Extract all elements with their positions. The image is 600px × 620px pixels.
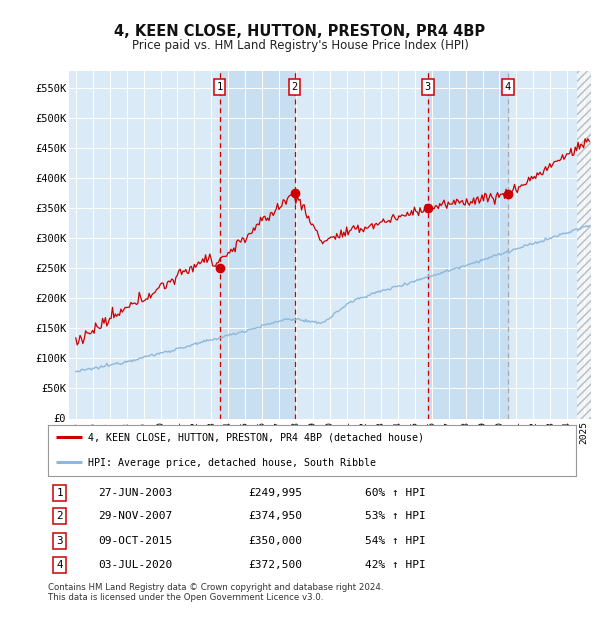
Text: 4: 4 [505,82,511,92]
Text: 1: 1 [217,82,223,92]
Text: 2: 2 [56,512,63,521]
Bar [577,71,591,419]
Bar [577,71,591,419]
Text: 60% ↑ HPI: 60% ↑ HPI [365,488,425,498]
Bar [428,71,508,419]
Text: 03-JUL-2020: 03-JUL-2020 [98,560,172,570]
Text: 27-JUN-2003: 27-JUN-2003 [98,488,172,498]
Text: 54% ↑ HPI: 54% ↑ HPI [365,536,425,546]
Text: 09-OCT-2015: 09-OCT-2015 [98,536,172,546]
Text: 3: 3 [56,536,63,546]
Text: 3: 3 [425,82,431,92]
Text: £372,500: £372,500 [248,560,302,570]
Text: 29-NOV-2007: 29-NOV-2007 [98,512,172,521]
Bar [220,71,295,419]
Text: 53% ↑ HPI: 53% ↑ HPI [365,512,425,521]
Text: Contains HM Land Registry data © Crown copyright and database right 2024.
This d: Contains HM Land Registry data © Crown c… [48,583,383,602]
Text: £374,950: £374,950 [248,512,302,521]
Text: Price paid vs. HM Land Registry's House Price Index (HPI): Price paid vs. HM Land Registry's House … [131,39,469,52]
Text: 4, KEEN CLOSE, HUTTON, PRESTON, PR4 4BP: 4, KEEN CLOSE, HUTTON, PRESTON, PR4 4BP [115,24,485,38]
Text: 42% ↑ HPI: 42% ↑ HPI [365,560,425,570]
Text: 1: 1 [56,488,63,498]
Text: 2: 2 [292,82,298,92]
Text: 4: 4 [56,560,63,570]
Text: HPI: Average price, detached house, South Ribble: HPI: Average price, detached house, Sout… [88,458,376,468]
Text: £350,000: £350,000 [248,536,302,546]
Text: 4, KEEN CLOSE, HUTTON, PRESTON, PR4 4BP (detached house): 4, KEEN CLOSE, HUTTON, PRESTON, PR4 4BP … [88,433,424,443]
Text: £249,995: £249,995 [248,488,302,498]
